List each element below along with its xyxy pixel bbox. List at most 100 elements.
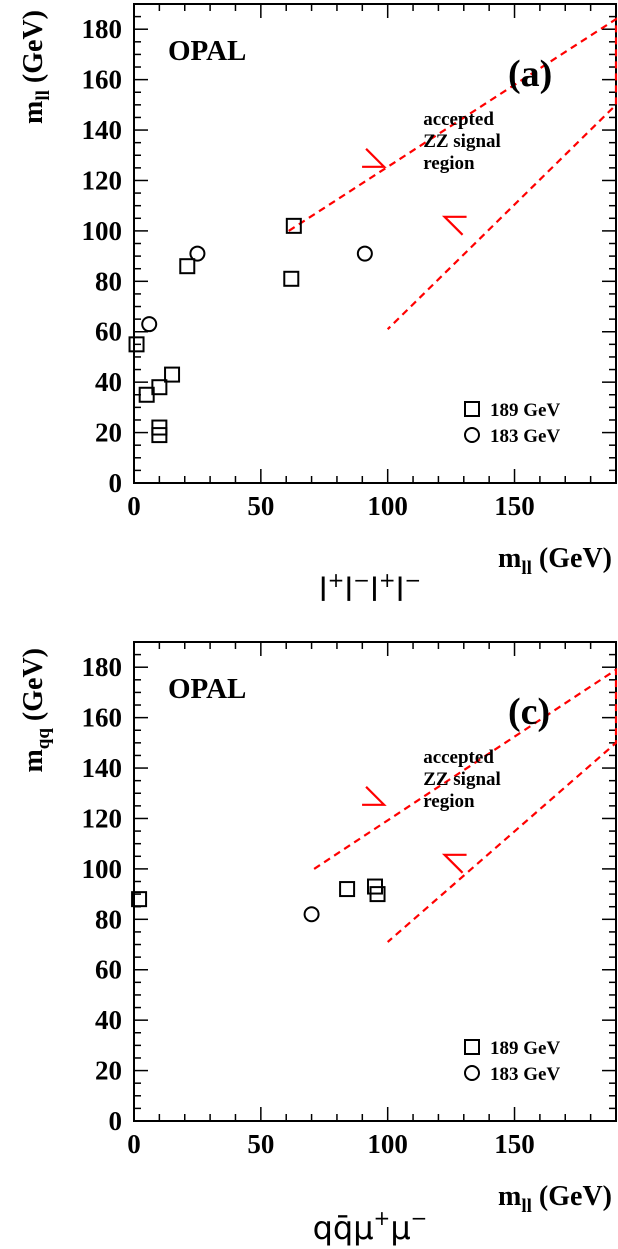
- channel-particle: l: [396, 571, 405, 609]
- y-tick-label: 40: [95, 1005, 122, 1035]
- data-point-square: [179, 258, 196, 275]
- y-tick-label: 100: [82, 854, 123, 884]
- channel-particle: l: [370, 571, 379, 609]
- channel-charge: +: [374, 1206, 391, 1230]
- data-point-square: [151, 379, 168, 396]
- y-axis-title-unit: (GeV): [18, 10, 49, 90]
- channel-particle: μ: [390, 1209, 410, 1247]
- channel-charge: +: [379, 568, 396, 592]
- panel-0: 0 50 100 150 0 20 40 60 80 100 120 140 160 180 accepte…: [18, 3, 618, 609]
- x-axis-title-unit: (GeV): [532, 1181, 612, 1212]
- channel-particle: l: [344, 571, 353, 609]
- signal-region-boundary: [288, 17, 618, 331]
- region-arrow-lower: [441, 853, 467, 874]
- legend-label: 183 GeV: [490, 426, 560, 447]
- channel-label: l+l−l+l−: [319, 568, 422, 609]
- data-point-circle: [303, 906, 320, 923]
- data-point-square: [285, 217, 302, 234]
- legend-marker-circle: [464, 1065, 480, 1081]
- x-tick-label: 100: [367, 491, 408, 521]
- region-label-line: region: [423, 791, 475, 812]
- y-axis-title-unit: (GeV): [18, 648, 49, 728]
- y-tick-label: 60: [95, 317, 122, 347]
- region-arrow-lower: [441, 215, 467, 236]
- y-tick-label: 100: [82, 216, 123, 246]
- experiment-label: OPAL: [168, 35, 246, 67]
- region-label-line: accepted: [423, 109, 494, 130]
- data-point-square: [131, 891, 148, 908]
- legend-label: 189 GeV: [490, 400, 560, 421]
- x-tick-label: 0: [127, 491, 141, 521]
- channel-charge: −: [405, 568, 422, 592]
- y-tick-label: 140: [82, 115, 123, 145]
- y-tick-label: 120: [82, 803, 123, 833]
- y-axis-title-sub: ll: [33, 90, 54, 101]
- x-tick-label: 150: [494, 491, 535, 521]
- channel-charge: +: [328, 568, 345, 592]
- legend-label: 189 GeV: [490, 1038, 560, 1059]
- channel-particle: q̄: [333, 1209, 353, 1247]
- channel-charge: −: [411, 1206, 428, 1230]
- data-point-square: [369, 886, 386, 903]
- channel-particle: q: [313, 1209, 333, 1247]
- x-tick-label: 50: [247, 1129, 274, 1159]
- y-tick-label: 180: [82, 652, 123, 682]
- channel-label: q​q̄​μ+μ−: [313, 1206, 428, 1247]
- data-point-square: [128, 336, 145, 353]
- y-tick-label: 80: [95, 904, 122, 934]
- x-axis-title-unit: (GeV): [532, 543, 612, 574]
- panel-label: (a): [508, 53, 552, 95]
- data-point-square: [151, 427, 168, 444]
- y-tick-label: 120: [82, 165, 123, 195]
- x-tick-label: 50: [247, 491, 274, 521]
- panel-1: 0 50 100 150 0 20 40 60 80 100 120 140 160 180 accepte…: [18, 641, 618, 1247]
- legend-marker-square: [464, 1039, 480, 1055]
- y-tick-label: 40: [95, 367, 122, 397]
- x-axis-title: mll (GeV): [498, 1181, 612, 1217]
- y-axis-title: mll (GeV): [18, 10, 54, 124]
- y-tick-label: 60: [95, 955, 122, 985]
- panel-label: (c): [508, 691, 550, 733]
- experiment-label: OPAL: [168, 673, 246, 705]
- region-label-line: ZZ signal: [423, 769, 501, 790]
- x-tick-label: 100: [367, 1129, 408, 1159]
- y-tick-label: 80: [95, 266, 122, 296]
- x-tick-label: 150: [494, 1129, 535, 1159]
- y-tick-label: 180: [82, 14, 123, 44]
- channel-charge: −: [353, 568, 370, 592]
- data-point-circle: [141, 316, 158, 333]
- region-label-line: region: [423, 153, 475, 174]
- region-arrow-upper: [362, 786, 387, 806]
- y-axis-title: mqq (GeV): [18, 648, 54, 773]
- y-tick-label: 160: [82, 703, 123, 733]
- x-tick-label: 0: [127, 1129, 141, 1159]
- legend-marker-square: [464, 401, 480, 417]
- data-point-circle: [356, 245, 373, 262]
- y-tick-label: 0: [109, 1106, 123, 1136]
- y-axis-title-main: m: [18, 749, 49, 772]
- region-arrow-upper: [362, 148, 387, 168]
- data-point-square: [283, 270, 300, 287]
- x-axis-title-main: m: [498, 1181, 521, 1212]
- region-label-line: ZZ signal: [423, 131, 501, 152]
- y-tick-label: 20: [95, 1056, 122, 1086]
- y-tick-label: 20: [95, 418, 122, 448]
- x-axis-title-sub: ll: [521, 1196, 532, 1217]
- signal-region-boundary: [313, 667, 618, 943]
- data-point-square: [339, 881, 356, 898]
- y-tick-label: 160: [82, 65, 123, 95]
- y-tick-label: 0: [109, 468, 123, 498]
- x-axis-title: mll (GeV): [498, 543, 612, 579]
- legend-label: 183 GeV: [490, 1064, 560, 1085]
- data-point-circle: [189, 245, 206, 262]
- channel-particle: l: [319, 571, 328, 609]
- y-axis-title-sub: qq: [33, 728, 54, 750]
- channel-particle: μ: [353, 1209, 373, 1247]
- region-label-line: accepted: [423, 747, 494, 768]
- y-axis-title-main: m: [18, 101, 49, 124]
- x-axis-title-sub: ll: [521, 558, 532, 579]
- x-axis-title-main: m: [498, 543, 521, 574]
- data-point-square: [164, 366, 181, 383]
- legend-marker-circle: [464, 427, 480, 443]
